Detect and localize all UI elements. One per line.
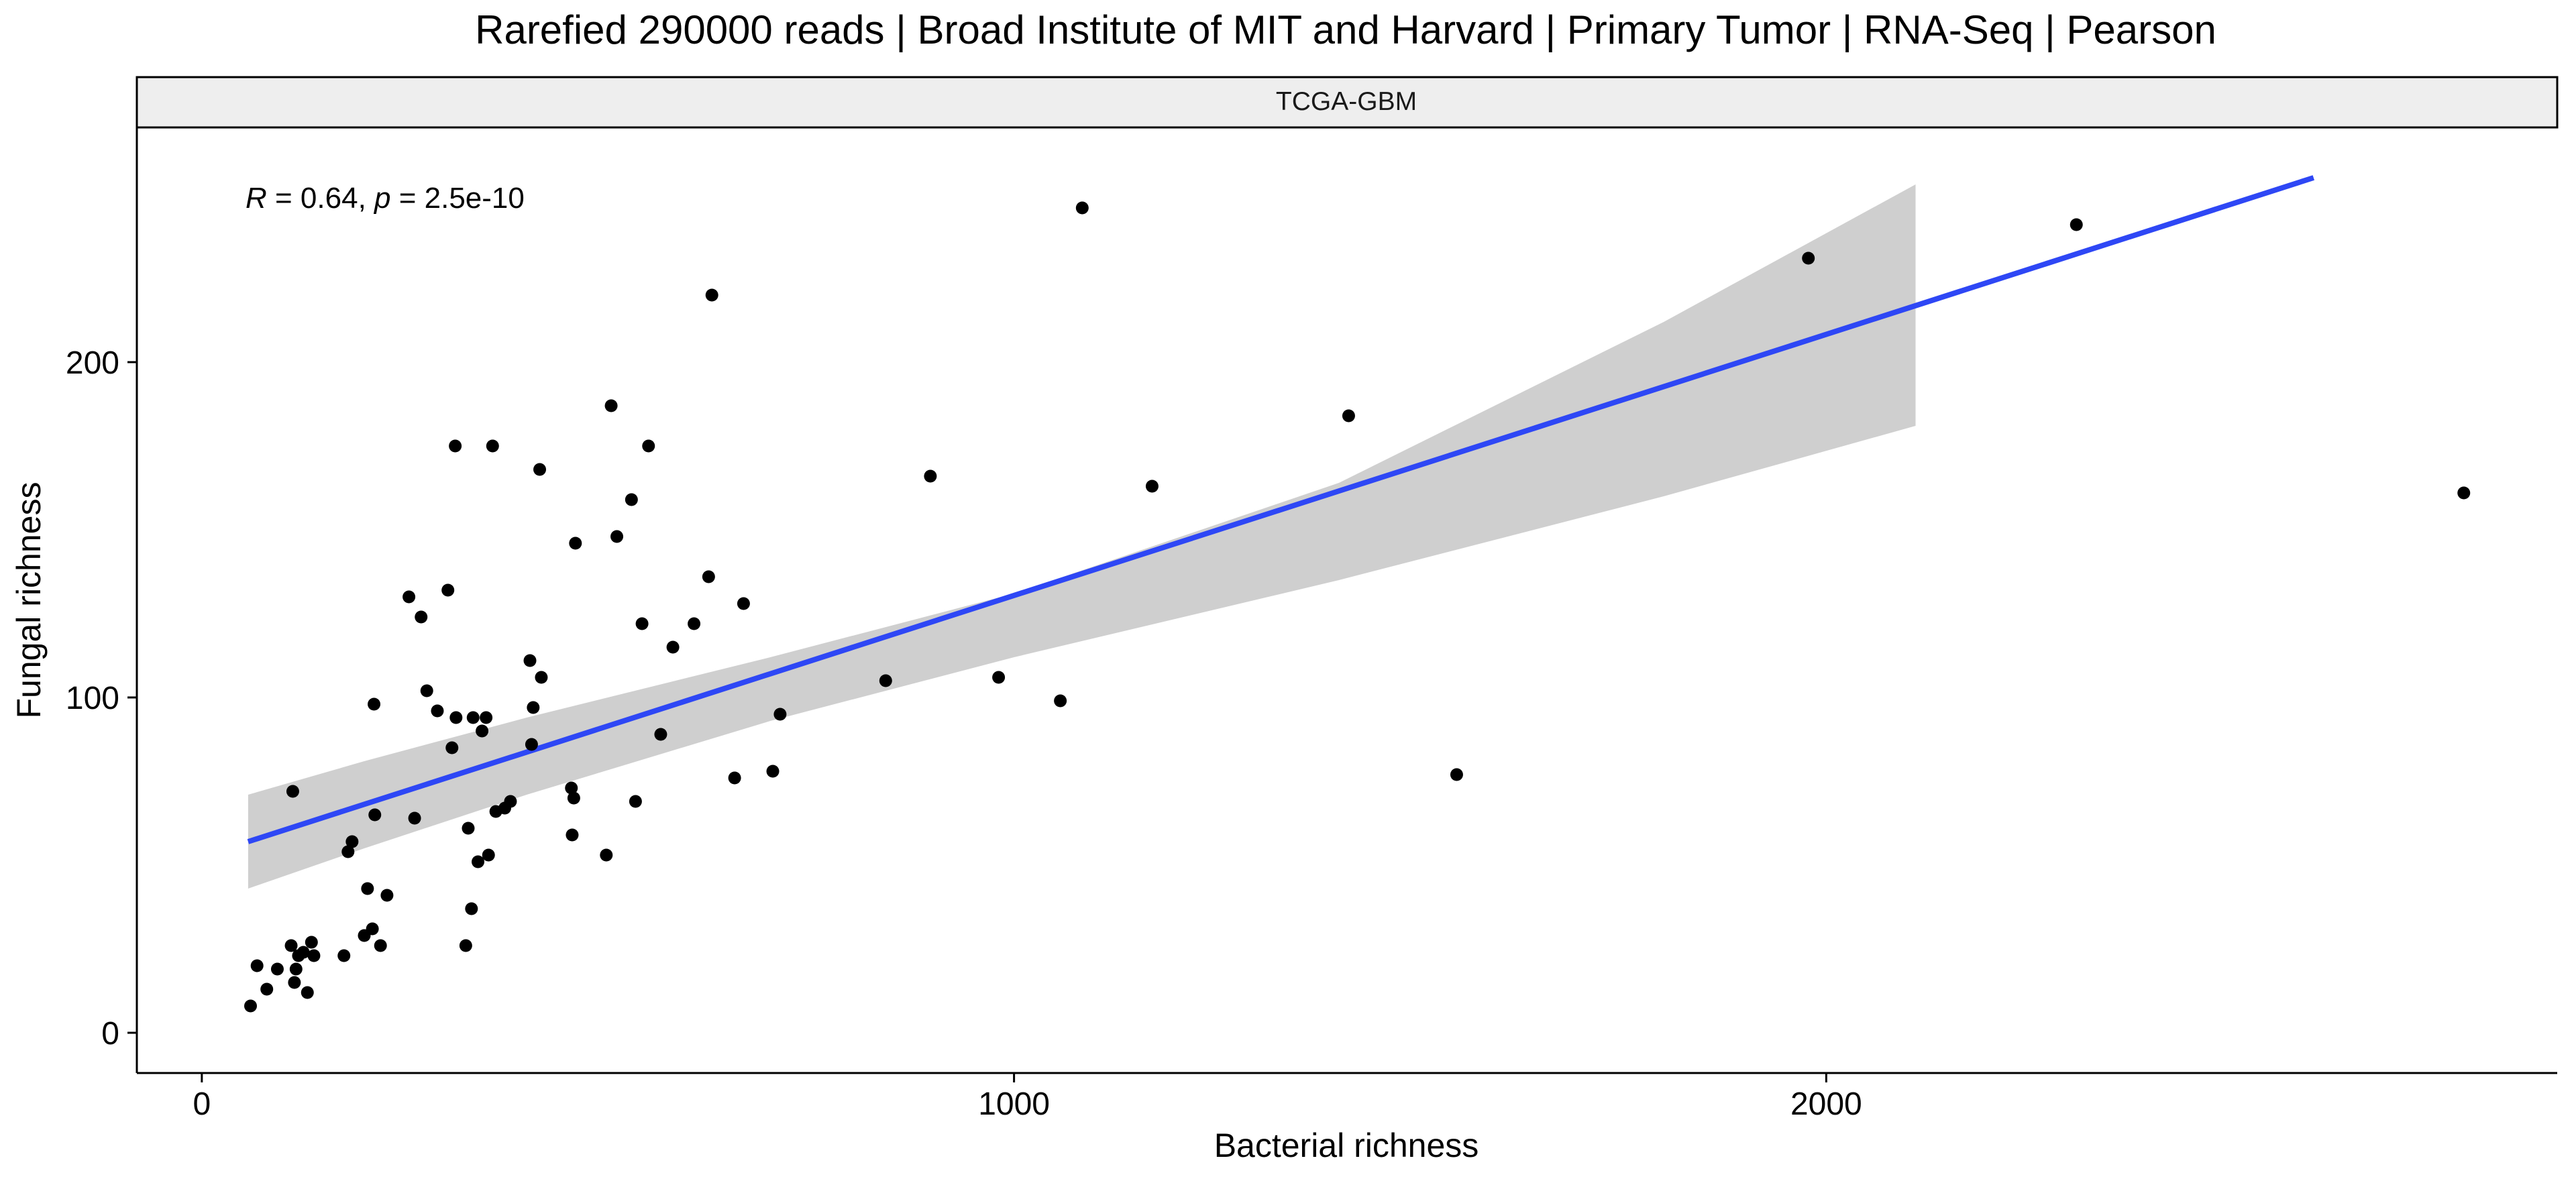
scatter-point (462, 822, 475, 835)
scatter-point (420, 684, 433, 697)
scatter-point (773, 708, 787, 721)
scatter-point (2070, 218, 2083, 231)
scatter-point (705, 288, 718, 302)
chart-title: Rarefied 290000 reads | Broad Institute … (475, 7, 2216, 52)
scatter-point (728, 771, 741, 785)
scatter-point (688, 617, 701, 630)
scatter-point (992, 671, 1006, 684)
p-symbol: p (373, 182, 390, 215)
scatter-point (341, 845, 355, 858)
y-tick-label: 200 (66, 345, 119, 381)
scatter-point (604, 399, 618, 412)
scatter-point (337, 949, 351, 962)
scatter-point (766, 765, 780, 778)
scatter-point (374, 939, 387, 952)
scatter-point (431, 704, 444, 718)
scatter-point (629, 795, 642, 808)
x-tick-label: 2000 (1790, 1086, 1862, 1122)
scatter-point (286, 785, 299, 798)
x-tick-label: 1000 (978, 1086, 1050, 1122)
scatter-point (361, 882, 374, 895)
scatter-point (368, 808, 382, 822)
scatter-point (879, 674, 892, 687)
scatter-point (924, 469, 937, 483)
facet-label: TCGA-GBM (1276, 87, 1417, 116)
scatter-point (610, 530, 624, 543)
facet-strip (136, 76, 2559, 129)
scatter-point (1450, 768, 1463, 781)
scatter-point (625, 493, 638, 506)
r-value: = 0.64, (267, 182, 374, 215)
stat-annotation: R = 0.64, p = 2.5e-10 (246, 182, 525, 215)
scatter-point (307, 949, 321, 962)
scatter-point (301, 986, 314, 999)
scatter-point (1075, 201, 1089, 215)
scatter-point (402, 590, 416, 604)
scatter-point (289, 962, 303, 976)
scatter-point (408, 811, 421, 825)
scatter-point (1054, 694, 1067, 708)
scatter-point (345, 835, 359, 848)
x-tick-label: 0 (193, 1086, 211, 1122)
y-tick-label: 0 (101, 1016, 119, 1052)
scatter-point (566, 828, 579, 842)
scatter-point (1342, 409, 1355, 422)
regression-line (247, 175, 2315, 844)
scatter-point (449, 439, 462, 453)
scatter-point (445, 741, 459, 754)
scatter-point (567, 791, 580, 805)
scatter-point (535, 671, 548, 684)
scatter-point (288, 976, 301, 989)
scatter-point (480, 711, 493, 724)
scatter-point (260, 982, 274, 996)
scatter-point (368, 697, 381, 711)
scatter-point (466, 711, 480, 724)
scatter-point (1802, 251, 1815, 265)
scatter-point (666, 640, 680, 654)
scatter-point (533, 463, 547, 476)
p-value: = 2.5e-10 (391, 182, 525, 215)
scatter-point (737, 597, 750, 610)
scatter-point (654, 728, 667, 741)
scatter-point (472, 855, 485, 868)
scatter-point (600, 848, 613, 862)
scatter-point (366, 922, 379, 936)
scatter-point (527, 701, 540, 714)
scatter-point (482, 848, 495, 862)
scatter-point (305, 936, 318, 949)
x-axis-label: Bacterial richness (1214, 1127, 1479, 1164)
r-symbol: R (246, 182, 267, 215)
confidence-band (248, 184, 1916, 889)
scatter-point (380, 889, 394, 902)
scatter-point (297, 946, 310, 959)
scatter-point (476, 724, 489, 738)
scatter-point (465, 902, 478, 915)
scatter-point (244, 999, 258, 1013)
scatter-point (486, 439, 499, 453)
y-tick-label: 100 (66, 681, 119, 716)
scatter-point (525, 738, 538, 751)
scatter-point (449, 711, 463, 724)
scatter-point (642, 439, 655, 453)
scatter-point (569, 537, 582, 550)
scatter-point (270, 962, 284, 976)
scatter-point (459, 939, 472, 952)
scatter-point (2457, 486, 2471, 500)
scatter-point (523, 654, 537, 667)
scatter-point (415, 610, 428, 624)
scatter-point (284, 939, 298, 952)
scatter-point (504, 795, 517, 808)
scatter-point (635, 617, 649, 630)
scatter-point (250, 959, 264, 972)
scatter-point (702, 570, 715, 583)
scatter-point (1145, 480, 1159, 493)
scatter-point (441, 583, 455, 597)
scatter-point (565, 781, 578, 795)
y-axis-label: Fungal richness (10, 482, 48, 719)
